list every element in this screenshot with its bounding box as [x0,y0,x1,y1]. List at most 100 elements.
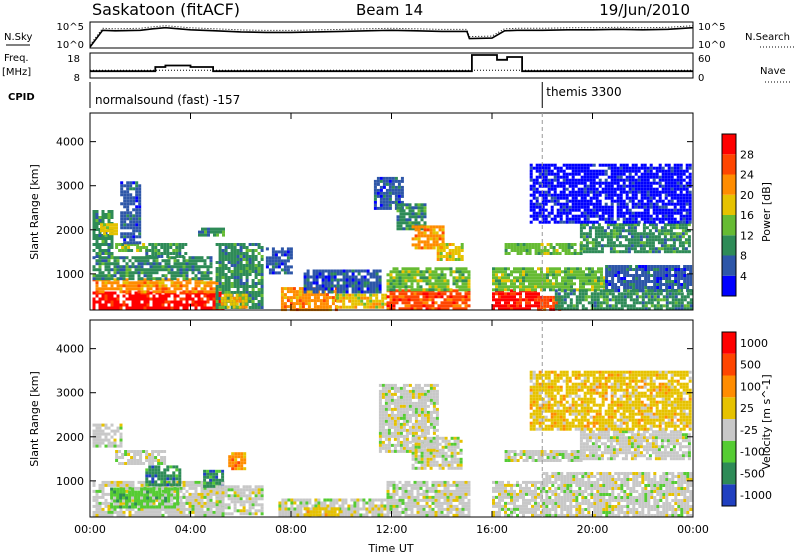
heatmap-cell [513,301,516,305]
heatmap-cell [339,287,343,291]
heatmap-cell [119,513,123,517]
heatmap-cell [394,191,398,195]
heatmap-cell [286,299,290,303]
heatmap-cell [544,163,548,167]
heatmap-cell [375,272,379,276]
heatmap-cell [631,193,635,197]
heatmap-cell [534,301,537,305]
heatmap-cell [236,282,240,285]
heatmap-cell [683,304,687,308]
heatmap-cell [188,278,192,282]
heatmap-cell [646,211,650,215]
heatmap-cell [584,298,588,302]
heatmap-cell [636,241,640,245]
heatmap-cell [101,489,105,493]
heatmap-cell [129,211,133,215]
heatmap-cell [665,301,669,305]
heatmap-cell [95,438,99,442]
heatmap-cell [667,208,671,212]
heatmap-cell [586,163,590,167]
heatmap-cell [670,175,674,179]
heatmap-cell [531,292,534,296]
heatmap-cell [615,250,619,254]
heatmap-cell [182,501,186,505]
heatmap-cell [617,268,621,271]
heatmap-cell [360,269,364,273]
heatmap-cell [92,219,96,222]
heatmap-cell [98,300,102,304]
heatmap-cell [388,197,392,201]
heatmap-cell [137,504,141,508]
heatmap-cell [322,296,326,300]
heatmap-cell [688,190,692,194]
heatmap-cell [583,187,587,191]
heatmap-cell [516,298,519,302]
heatmap-cell [121,249,125,252]
heatmap-cell [673,181,677,185]
heatmap-cell [98,259,102,263]
heatmap-cell [681,235,685,239]
heatmap-cell [245,267,249,270]
heatmap-cell [656,295,660,299]
heatmap-cell [185,507,189,511]
heatmap-cell [233,285,237,288]
heatmap-cell [395,276,399,280]
heatmap-cell [679,202,683,206]
heatmap-cell [580,193,584,197]
heatmap-cell [197,507,201,511]
heatmap-cell [538,175,542,179]
heatmap-cell [534,298,537,302]
heatmap-cell [531,285,534,289]
heatmap-cell [95,290,99,294]
heatmap-cell [345,272,349,276]
heatmap-cell [558,246,562,249]
heatmap-cell [378,299,382,303]
heatmap-cell [283,268,287,272]
heatmap-cell [166,252,170,255]
heatmap-cell [98,435,102,439]
heatmap-cell [586,190,590,194]
heatmap-cell [405,227,409,231]
heatmap-cell [145,255,149,258]
heatmap-cell [631,184,635,188]
heatmap-cell [386,301,390,305]
heatmap-cell [546,295,550,299]
heatmap-cell [170,271,174,275]
heatmap-cell [416,298,420,302]
heatmap-cell [100,223,103,227]
heatmap-cell [200,287,204,291]
heatmap-cell [215,297,219,300]
heatmap-cell [401,295,405,299]
heatmap-cell [110,255,114,258]
heatmap-cell [122,510,126,514]
heatmap-cell [629,304,633,308]
heatmap-cell [158,281,162,285]
heatmap-cell [188,262,192,266]
heatmap-cell [648,244,652,248]
heatmap-cell [95,281,99,285]
heatmap-cell [236,255,240,258]
heatmap-cell [537,276,540,280]
heatmap-cell [148,255,152,258]
heatmap-cell [110,240,114,243]
heatmap-cell [215,288,219,291]
heatmap-cell [289,287,293,291]
heatmap-cell [617,301,621,305]
heatmap-cell [556,196,560,200]
heatmap-cell [628,214,632,218]
heatmap-cell [564,282,567,286]
heatmap-cell [594,226,598,230]
heatmap-cell [681,250,685,254]
heatmap-cell [227,282,231,285]
heatmap-cell [614,286,618,289]
heatmap-cell [104,281,108,285]
heatmap-cell [218,282,222,285]
heatmap-cell [351,296,355,300]
heatmap-cell [152,513,156,517]
heatmap-cell [629,292,633,296]
heatmap-cell [404,279,408,283]
heatmap-cell [664,208,668,212]
heatmap-cell [556,169,560,173]
heatmap-cell [230,255,234,258]
heatmap-cell [604,208,608,212]
